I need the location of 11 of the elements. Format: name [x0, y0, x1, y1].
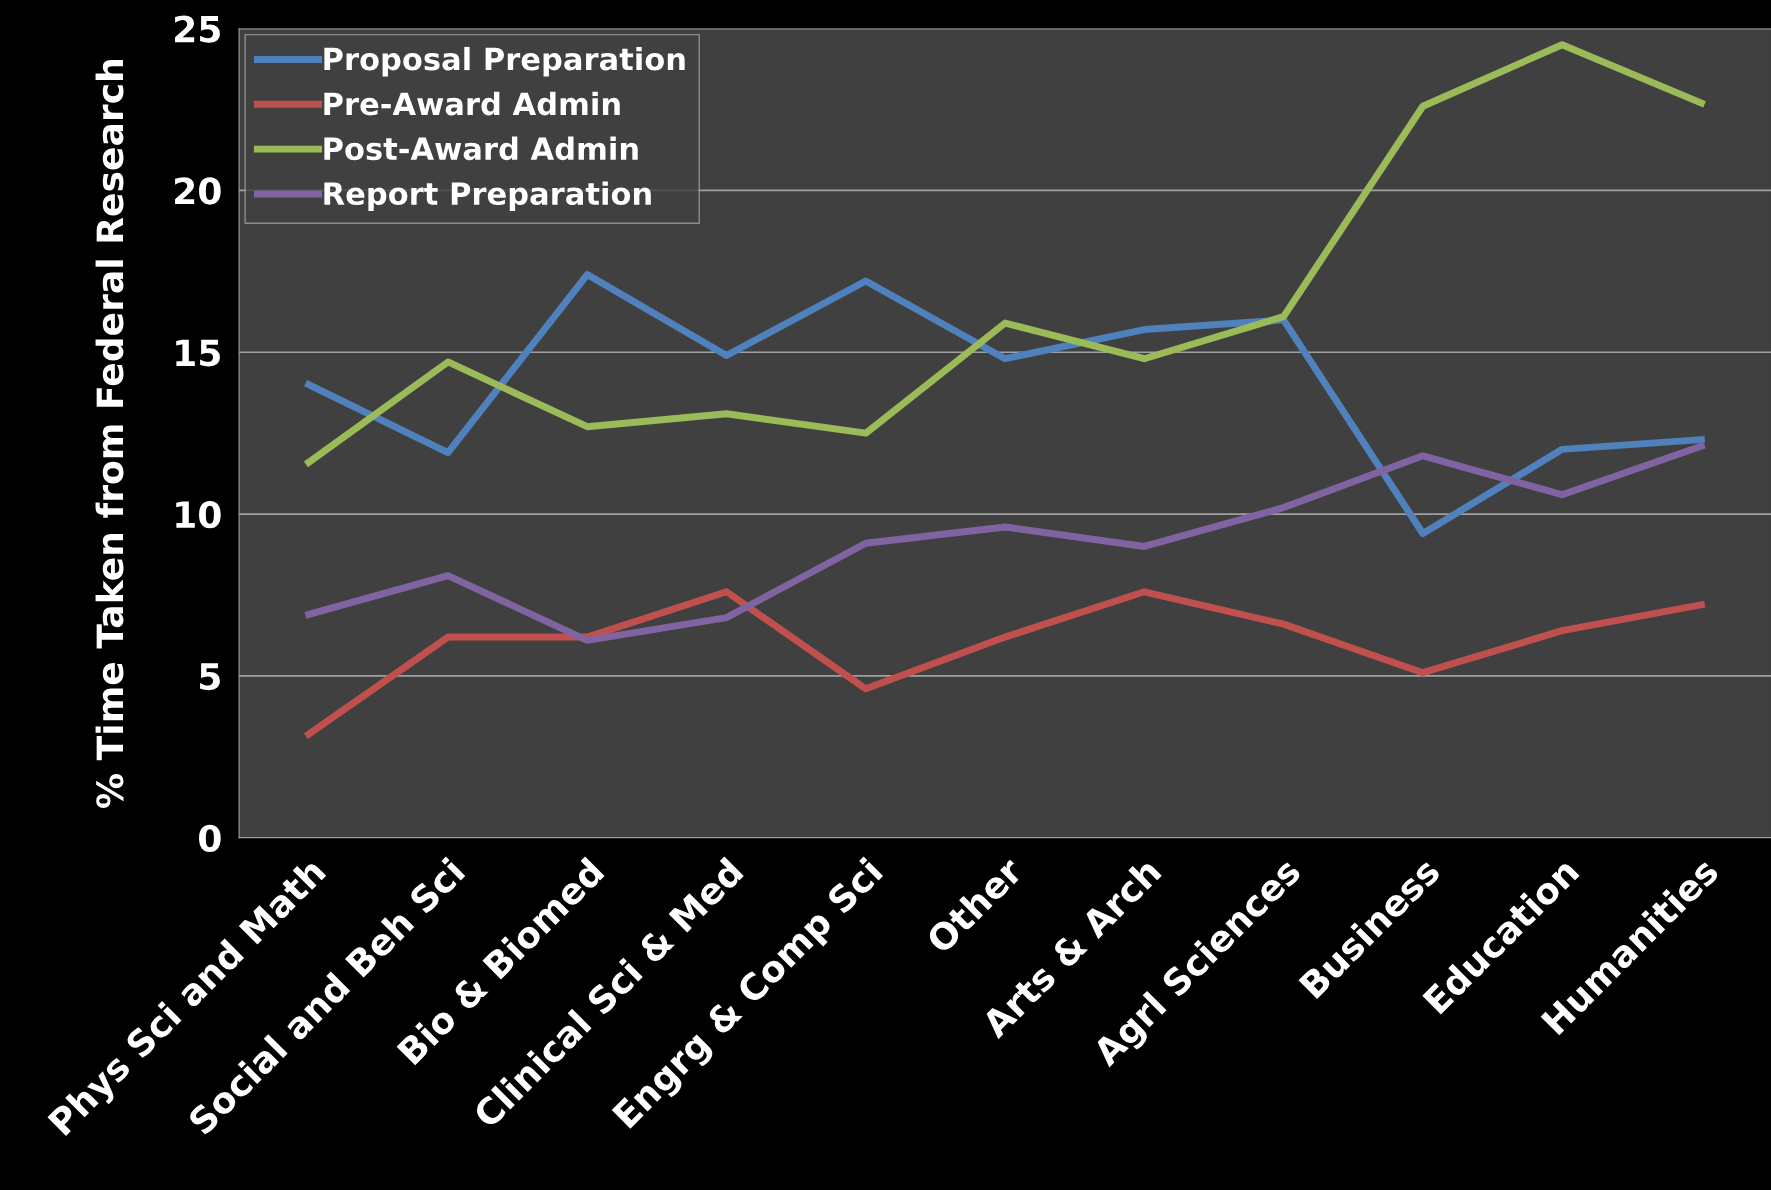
- y-tick-label: 5: [200, 663, 220, 691]
- y-tick-label: 20: [175, 177, 221, 205]
- y-axis-title: % Time Taken from Federal Research: [95, 60, 124, 808]
- y-tick-label: 15: [176, 339, 220, 367]
- legend-label: Post-Award Admin: [324, 136, 638, 161]
- y-tick-label: 10: [176, 501, 221, 529]
- legend-label: Pre-Award Admin: [324, 91, 620, 116]
- legend-label: Report Preparation: [324, 181, 651, 212]
- legend-label: Proposal Preparation: [324, 46, 685, 77]
- y-tick-label: 0: [199, 824, 221, 852]
- y-tick-label: 25: [175, 15, 220, 43]
